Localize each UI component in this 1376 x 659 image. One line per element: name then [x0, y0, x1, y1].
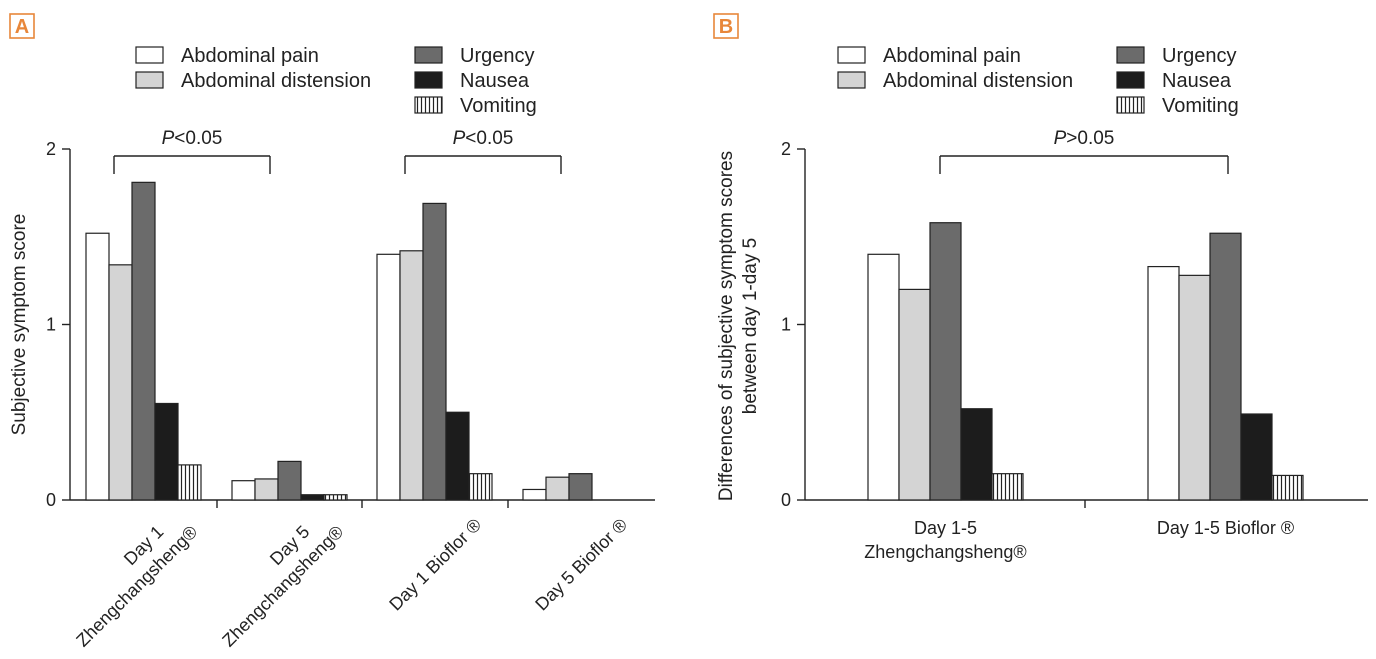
significance-value: <0.05 [174, 128, 222, 149]
category-label: Day 5 Bioflor ® [531, 515, 631, 615]
legend-swatch-abdominal-pain [837, 46, 866, 64]
bar-urgency [277, 460, 302, 501]
legend-swatch-nausea [1116, 71, 1145, 89]
y-axis-label: Differences of subjective symptom scores… [716, 151, 761, 501]
panel-letter: B [719, 16, 733, 38]
bar-urgency [568, 473, 593, 501]
y-tick-label: 2 [46, 139, 56, 159]
significance-label: P>0.05 [1054, 128, 1115, 149]
bar-vomiting [1271, 474, 1304, 501]
bar-vomiting [177, 464, 202, 501]
category-label: Day 1 Bioflor ® [385, 515, 485, 615]
legend-swatch-vomiting [1116, 96, 1145, 114]
panel-letter: A [15, 16, 29, 38]
panel-b: B Abdominal pain Abdominal distension Urgen… [713, 13, 1368, 562]
bar-urgency [929, 222, 962, 501]
bar-abdominal-distension [399, 250, 424, 501]
bar-vomiting [468, 473, 493, 501]
panel-letter-box [9, 13, 35, 39]
legend-label-vomiting: Vomiting [1162, 95, 1239, 117]
legend-label-abdominal-pain: Abdominal pain [883, 45, 1021, 67]
legend-swatch-urgency [414, 46, 443, 64]
y-tick-label: 2 [781, 139, 791, 159]
bar-nausea [300, 494, 325, 501]
bar-abdominal-distension [545, 476, 570, 501]
y-axis-label: Subjective symptom score [9, 214, 30, 436]
significance-value: <0.05 [465, 128, 513, 149]
bar-nausea [445, 411, 470, 501]
significance-p: P [162, 128, 175, 149]
category-label: Day 1-5 [914, 518, 977, 538]
significance-p: P [453, 128, 466, 149]
bar-urgency [1209, 232, 1242, 501]
bar-abdominal-distension [108, 264, 133, 501]
category-label-line: Day 1 Bioflor ® [385, 515, 485, 615]
legend-swatch-abdominal-distension [837, 71, 866, 89]
y-tick-label: 0 [781, 490, 791, 510]
legend-label-nausea: Nausea [460, 70, 530, 92]
legend-label-abdominal-distension: Abdominal distension [181, 70, 371, 92]
category-label-line: Day 5 Bioflor ® [531, 515, 631, 615]
bar-nausea [154, 402, 179, 501]
y-tick-label: 0 [46, 490, 56, 510]
bar-urgency [422, 202, 447, 501]
y-axis-label-line: Differences of subjective symptom scores [716, 151, 737, 501]
bar-vomiting [991, 473, 1024, 501]
legend-label-urgency: Urgency [1162, 45, 1236, 67]
legend-swatch-abdominal-distension [135, 71, 164, 89]
legend-swatch-vomiting [414, 96, 443, 114]
bar-abdominal-pain [85, 232, 110, 501]
legend-label-vomiting: Vomiting [460, 95, 537, 117]
bar-urgency [131, 181, 156, 501]
category-label: Day 5Zhengchangsheng® [201, 505, 347, 651]
category-label: Day 1-5 Bioflor ® [1157, 518, 1294, 538]
legend-label-urgency: Urgency [460, 45, 534, 67]
bar-abdominal-pain [1147, 265, 1180, 501]
y-tick-label: 1 [46, 315, 56, 335]
legend-swatch-nausea [414, 71, 443, 89]
panel-letter-box [713, 13, 739, 39]
legend-label-nausea: Nausea [1162, 70, 1232, 92]
significance-label: P<0.05 [453, 128, 514, 149]
bar-abdominal-pain [231, 480, 256, 501]
legend-label-abdominal-pain: Abdominal pain [181, 45, 319, 67]
bar-nausea [1240, 413, 1273, 501]
legend-swatch-urgency [1116, 46, 1145, 64]
bar-abdominal-pain [867, 253, 900, 501]
bar-abdominal-pain [522, 488, 547, 501]
significance-p: P [1054, 128, 1067, 149]
bar-abdominal-distension [254, 478, 279, 501]
significance-value: >0.05 [1066, 128, 1114, 149]
category-label: Day 1Zhengchangsheng® [55, 505, 201, 651]
y-axis-label-line: between day 1-day 5 [740, 238, 761, 414]
panel-a: A Abdominal pain Abdominal distension Urgen… [9, 13, 655, 651]
legend-swatch-abdominal-pain [135, 46, 164, 64]
significance-label: P<0.05 [162, 128, 223, 149]
bar-abdominal-distension [1178, 274, 1211, 501]
y-tick-label: 1 [781, 315, 791, 335]
legend-label-abdominal-distension: Abdominal distension [883, 70, 1073, 92]
bar-vomiting [323, 494, 348, 501]
bar-nausea [960, 408, 993, 501]
bar-abdominal-distension [898, 288, 931, 501]
category-label: Zhengchangsheng® [864, 542, 1026, 562]
bar-abdominal-pain [376, 253, 401, 501]
